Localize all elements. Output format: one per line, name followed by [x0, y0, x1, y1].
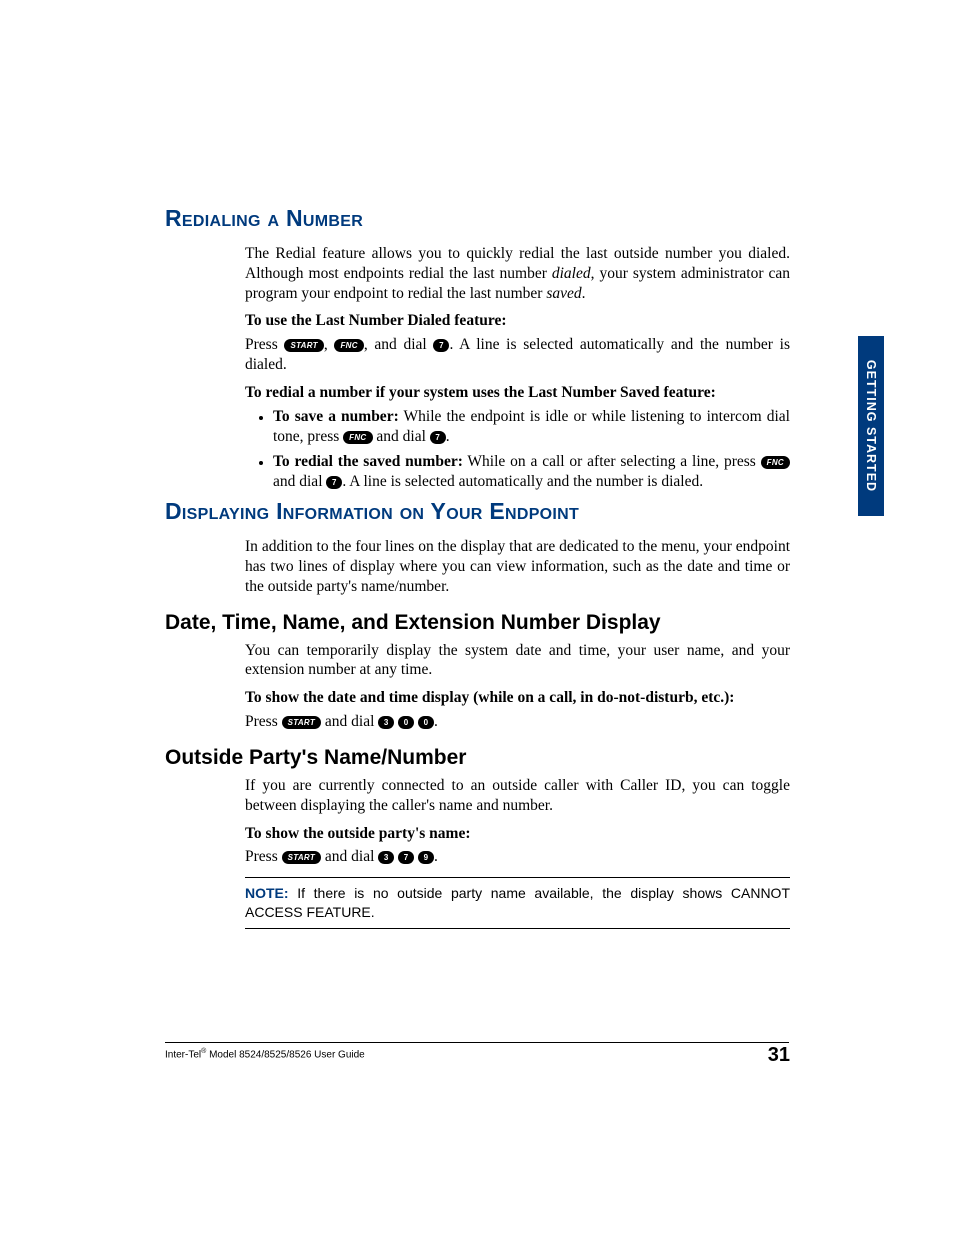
italic-dialed: dialed: [552, 265, 591, 282]
footer-rule: [165, 1042, 789, 1043]
subheading-date-time: Date, Time, Name, and Extension Number D…: [165, 611, 790, 635]
digit-9-pill: 9: [418, 851, 434, 864]
text: .: [434, 713, 438, 730]
para-show-outside-party: Press START and dial 3 7 9.: [245, 847, 790, 867]
fnc-key-pill: FNC: [343, 431, 372, 444]
note-text: If there is no outside party name availa…: [245, 885, 790, 920]
text: Press: [245, 336, 284, 353]
heading-redialing: Redialing a Number: [165, 205, 790, 232]
list-item: To save a number: While the endpoint is …: [273, 407, 790, 447]
page-content: Redialing a Number The Redial feature al…: [165, 205, 790, 929]
text: . A line is selected automatically and t…: [342, 473, 703, 490]
bullet-lead: To redial the saved number:: [273, 453, 463, 470]
para-outside-party: If you are currently connected to an out…: [245, 776, 790, 816]
start-key-pill: START: [284, 339, 323, 352]
side-tab-label: GETTING STARTED: [864, 360, 878, 492]
para-redial-intro: The Redial feature allows you to quickly…: [245, 244, 790, 303]
page-number: 31: [768, 1044, 790, 1067]
para-display-info: In addition to the four lines on the dis…: [245, 537, 790, 596]
italic-saved: saved: [546, 285, 581, 302]
label-redial-if-saved: To redial a number if your system uses t…: [245, 383, 790, 403]
para-show-date-time: Press START and dial 3 0 0.: [245, 712, 790, 732]
text: While on a call or after selecting a lin…: [463, 453, 761, 470]
start-key-pill: START: [282, 716, 321, 729]
subheading-outside-party: Outside Party's Name/Number: [165, 746, 790, 770]
heading-displaying-info: Displaying Information on Your Endpoint: [165, 498, 790, 525]
text: .: [582, 285, 586, 302]
redial-saved-list: To save a number: While the endpoint is …: [245, 407, 790, 492]
bullet-lead: To save a number:: [273, 408, 399, 425]
text: ,: [324, 336, 335, 353]
side-tab: GETTING STARTED: [858, 336, 884, 516]
digit-3-pill: 3: [378, 716, 394, 729]
footer-model: Model 8524/8525/8526 User Guide: [206, 1049, 364, 1060]
text: and dial: [373, 428, 430, 445]
text: and dial: [273, 473, 326, 490]
list-item: To redial the saved number: While on a c…: [273, 452, 790, 492]
footer-left: Inter-Tel® Model 8524/8525/8526 User Gui…: [165, 1048, 365, 1060]
para-date-time: You can temporarily display the system d…: [245, 641, 790, 681]
digit-7-pill: 7: [433, 339, 449, 352]
fnc-key-pill: FNC: [761, 456, 790, 469]
digit-7-pill: 7: [430, 431, 446, 444]
text: Press: [245, 713, 282, 730]
label-show-outside-party: To show the outside party's name:: [245, 824, 790, 844]
label-use-last-number: To use the Last Number Dialed feature:: [245, 311, 790, 331]
start-key-pill: START: [282, 851, 321, 864]
digit-3-pill: 3: [378, 851, 394, 864]
digit-7-pill: 7: [326, 476, 342, 489]
text: and dial: [321, 713, 378, 730]
text: and dial: [321, 848, 378, 865]
digit-7-pill: 7: [398, 851, 414, 864]
text: Press: [245, 848, 282, 865]
text: , and dial: [364, 336, 434, 353]
footer: Inter-Tel® Model 8524/8525/8526 User Gui…: [165, 1048, 790, 1067]
text: .: [446, 428, 450, 445]
footer-brand: Inter-Tel: [165, 1049, 201, 1060]
digit-0-pill: 0: [418, 716, 434, 729]
label-show-date-time: To show the date and time display (while…: [245, 688, 790, 708]
fnc-key-pill: FNC: [334, 339, 363, 352]
para-use-last-number: Press START, FNC, and dial 7. A line is …: [245, 335, 790, 375]
note-box: NOTE: If there is no outside party name …: [245, 877, 790, 929]
text: .: [434, 848, 438, 865]
note-label: NOTE:: [245, 885, 289, 901]
digit-0-pill: 0: [398, 716, 414, 729]
